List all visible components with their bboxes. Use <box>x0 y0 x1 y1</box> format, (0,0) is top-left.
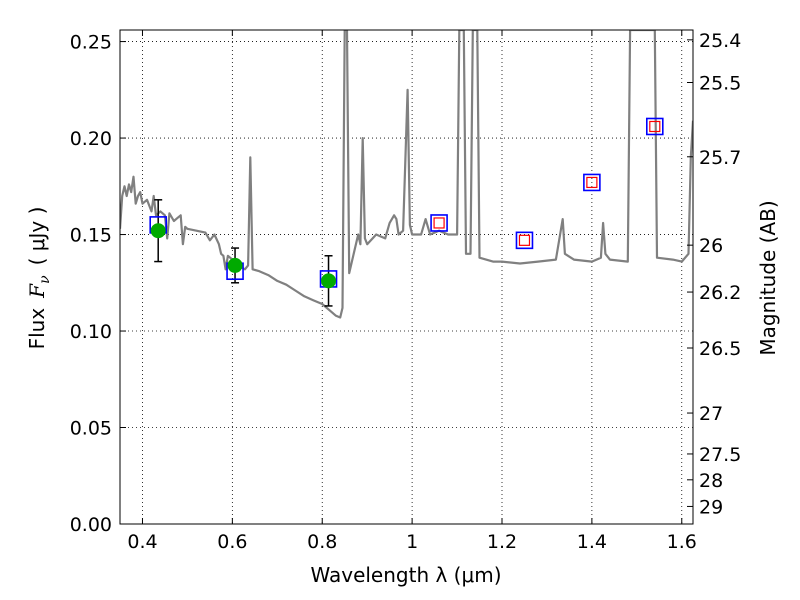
y-tick-label: 0.15 <box>70 225 112 247</box>
y-tick-label: 0.25 <box>70 32 112 54</box>
model-marker <box>515 231 534 250</box>
y2-tick-label: 26.5 <box>699 338 741 360</box>
y2-tick-label: 25.4 <box>699 30 741 52</box>
model-inner-marker <box>518 234 531 246</box>
y-tick-label: 0.00 <box>70 514 112 536</box>
x-tick-label: 0.8 <box>307 531 337 553</box>
model-inner-marker <box>586 176 598 189</box>
y-axis-label: FluxFν( μJy ) <box>25 207 53 350</box>
y2-tick-label: 26 <box>699 235 723 257</box>
x-tick-label: 0.6 <box>217 531 247 553</box>
x-tick-label: 1.6 <box>667 531 697 553</box>
plot-area <box>120 30 693 319</box>
y2-axis-label: Magnitude (AB) <box>756 200 780 355</box>
x-tick-label: 0.4 <box>127 531 157 553</box>
model-marker <box>430 214 448 232</box>
observed-point <box>227 257 243 273</box>
axis-ticks: 0.4 0.6 0.8 1 1.2 1.4 1.6 0.00 0.05 0.10 0.15 0.20 0… <box>70 30 742 553</box>
observed-point <box>321 273 337 289</box>
x-axis-label: Wavelength λ (μm) <box>310 563 501 587</box>
y2-tick-label: 27 <box>699 403 723 425</box>
sed-line <box>120 30 693 319</box>
y-tick-label: 0.10 <box>70 321 112 343</box>
x-tick-label: 1 <box>406 531 418 553</box>
y-tick-label: 0.05 <box>70 418 112 440</box>
observed-point <box>150 223 166 239</box>
y2-tick-label: 29 <box>699 496 723 518</box>
y2-tick-label: 25.7 <box>699 147 741 169</box>
y2-tick-label: 27.5 <box>699 444 741 466</box>
y2-tick-label: 28 <box>699 470 723 492</box>
model-marker <box>583 173 601 192</box>
x-tick-label: 1.2 <box>487 531 517 553</box>
y2-tick-label: 25.5 <box>699 72 741 94</box>
x-tick-label: 1.4 <box>577 531 607 553</box>
data-series <box>120 30 693 319</box>
plot-frame <box>119 29 694 525</box>
model-marker <box>645 117 664 136</box>
y-tick-label: 0.20 <box>70 128 112 150</box>
y2-tick-label: 26.2 <box>699 282 741 304</box>
model-inner-marker <box>649 120 661 133</box>
model-inner-marker <box>433 217 445 229</box>
